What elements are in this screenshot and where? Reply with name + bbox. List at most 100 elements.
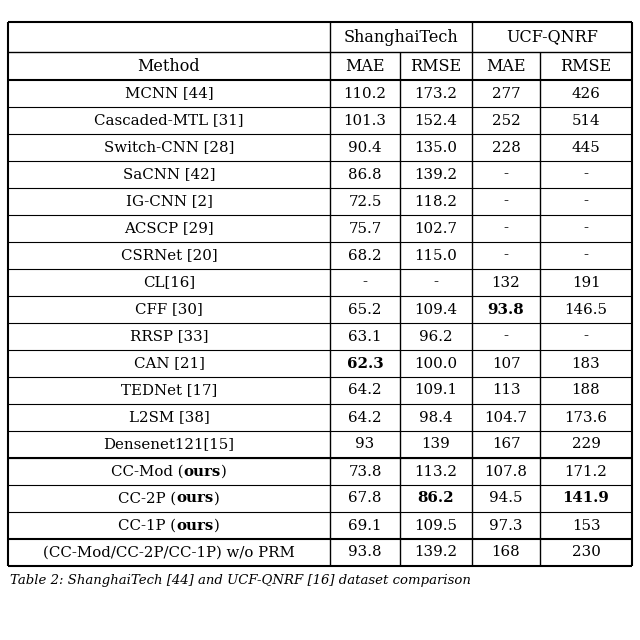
Text: CAN [21]: CAN [21] [134,356,204,371]
Text: 93.8: 93.8 [348,545,382,559]
Text: 75.7: 75.7 [348,221,381,236]
Text: 141.9: 141.9 [563,492,609,506]
Text: 90.4: 90.4 [348,141,382,154]
Text: RMSE: RMSE [561,58,612,74]
Text: ShanghaiTech: ShanghaiTech [344,29,458,45]
Text: 183: 183 [572,356,600,371]
Text: RMSE: RMSE [410,58,461,74]
Text: 426: 426 [572,86,600,100]
Text: 191: 191 [572,275,600,289]
Text: CL[16]: CL[16] [143,275,195,289]
Text: 107: 107 [492,356,520,371]
Text: SaCNN [42]: SaCNN [42] [123,168,215,182]
Text: ours: ours [177,518,214,532]
Text: 62.3: 62.3 [347,356,383,371]
Text: 102.7: 102.7 [415,221,458,236]
Text: 139: 139 [422,438,451,451]
Text: ACSCP [29]: ACSCP [29] [124,221,214,236]
Text: 93.8: 93.8 [488,303,524,317]
Text: MCNN [44]: MCNN [44] [125,86,213,100]
Text: 152.4: 152.4 [415,113,458,127]
Text: CC-1P (: CC-1P ( [118,518,177,532]
Text: IG-CNN [2]: IG-CNN [2] [125,195,212,209]
Text: (CC-Mod/CC-2P/CC-1P) w/o PRM: (CC-Mod/CC-2P/CC-1P) w/o PRM [43,545,295,559]
Text: -: - [504,248,509,262]
Text: 65.2: 65.2 [348,303,381,317]
Text: 67.8: 67.8 [348,492,381,506]
Text: CC-Mod (: CC-Mod ( [111,465,184,479]
Text: UCF-QNRF: UCF-QNRF [506,29,598,45]
Text: -: - [504,221,509,236]
Text: 135.0: 135.0 [415,141,458,154]
Text: -: - [584,195,589,209]
Text: L2SM [38]: L2SM [38] [129,410,209,424]
Text: 73.8: 73.8 [348,465,381,479]
Text: 132: 132 [492,275,520,289]
Text: 93: 93 [355,438,374,451]
Text: 98.4: 98.4 [419,410,453,424]
Text: -: - [584,168,589,182]
Text: 173.6: 173.6 [564,410,607,424]
Text: 63.1: 63.1 [348,330,381,344]
Text: 113.2: 113.2 [415,465,458,479]
Text: -: - [504,330,509,344]
Text: 100.0: 100.0 [415,356,458,371]
Text: -: - [584,221,589,236]
Text: 252: 252 [492,113,520,127]
Text: Switch-CNN [28]: Switch-CNN [28] [104,141,234,154]
Text: Densenet121[15]: Densenet121[15] [104,438,234,451]
Text: 69.1: 69.1 [348,518,381,532]
Text: Table 2: ShanghaiTech [44] and UCF-QNRF [16] dataset comparison: Table 2: ShanghaiTech [44] and UCF-QNRF … [10,574,471,587]
Text: 113: 113 [492,383,520,397]
Text: -: - [584,248,589,262]
Text: 188: 188 [572,383,600,397]
Text: 146.5: 146.5 [564,303,607,317]
Text: 514: 514 [572,113,600,127]
Text: 153: 153 [572,518,600,532]
Text: 173.2: 173.2 [415,86,458,100]
Text: CC-2P (: CC-2P ( [118,492,177,506]
Text: ours: ours [184,465,221,479]
Text: 118.2: 118.2 [415,195,458,209]
Text: -: - [433,275,438,289]
Text: Cascaded-MTL [31]: Cascaded-MTL [31] [94,113,244,127]
Text: 277: 277 [492,86,520,100]
Text: 72.5: 72.5 [348,195,381,209]
Text: 168: 168 [492,545,520,559]
Text: 115.0: 115.0 [415,248,458,262]
Text: 64.2: 64.2 [348,383,382,397]
Text: 97.3: 97.3 [489,518,523,532]
Text: 109.5: 109.5 [415,518,458,532]
Text: 101.3: 101.3 [344,113,387,127]
Text: ): ) [214,492,220,506]
Text: MAE: MAE [345,58,385,74]
Text: 94.5: 94.5 [489,492,523,506]
Text: 228: 228 [492,141,520,154]
Text: MAE: MAE [486,58,525,74]
Text: Method: Method [138,58,200,74]
Text: 139.2: 139.2 [415,168,458,182]
Text: CSRNet [20]: CSRNet [20] [121,248,218,262]
Text: 96.2: 96.2 [419,330,453,344]
Text: 167: 167 [492,438,520,451]
Text: 104.7: 104.7 [484,410,527,424]
Text: 229: 229 [572,438,600,451]
Text: 139.2: 139.2 [415,545,458,559]
Text: 86.8: 86.8 [348,168,382,182]
Text: TEDNet [17]: TEDNet [17] [121,383,217,397]
Text: 109.4: 109.4 [415,303,458,317]
Text: RRSP [33]: RRSP [33] [130,330,208,344]
Text: 68.2: 68.2 [348,248,382,262]
Text: 230: 230 [572,545,600,559]
Text: 445: 445 [572,141,600,154]
Text: ours: ours [177,492,214,506]
Text: ): ) [214,518,220,532]
Text: 107.8: 107.8 [484,465,527,479]
Text: 110.2: 110.2 [344,86,387,100]
Text: 86.2: 86.2 [418,492,454,506]
Text: -: - [504,195,509,209]
Text: -: - [584,330,589,344]
Text: 109.1: 109.1 [415,383,458,397]
Text: 64.2: 64.2 [348,410,382,424]
Text: ): ) [221,465,227,479]
